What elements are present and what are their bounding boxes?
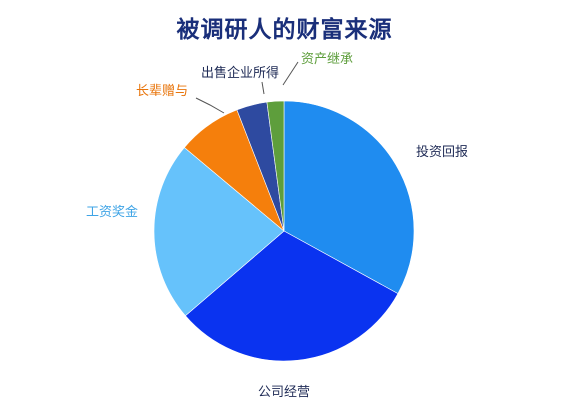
chart-title: 被调研人的财富来源 [176,17,393,43]
leader-line [261,81,265,95]
leader-line [282,61,299,86]
slice-label: 出售企业所得 [201,65,279,81]
pie-slice [153,147,285,317]
slice-label: 工资奖金 [86,204,138,220]
slice-label: 资产继承 [301,52,353,67]
slice-label: 公司经营 [258,385,310,400]
pie-slice [266,100,285,232]
pie-slice [283,100,415,295]
slice-label: 投资回报 [416,144,468,160]
slice-label: 长辈赠与 [136,84,188,99]
pie-slice [184,230,399,362]
leader-line [195,97,225,114]
